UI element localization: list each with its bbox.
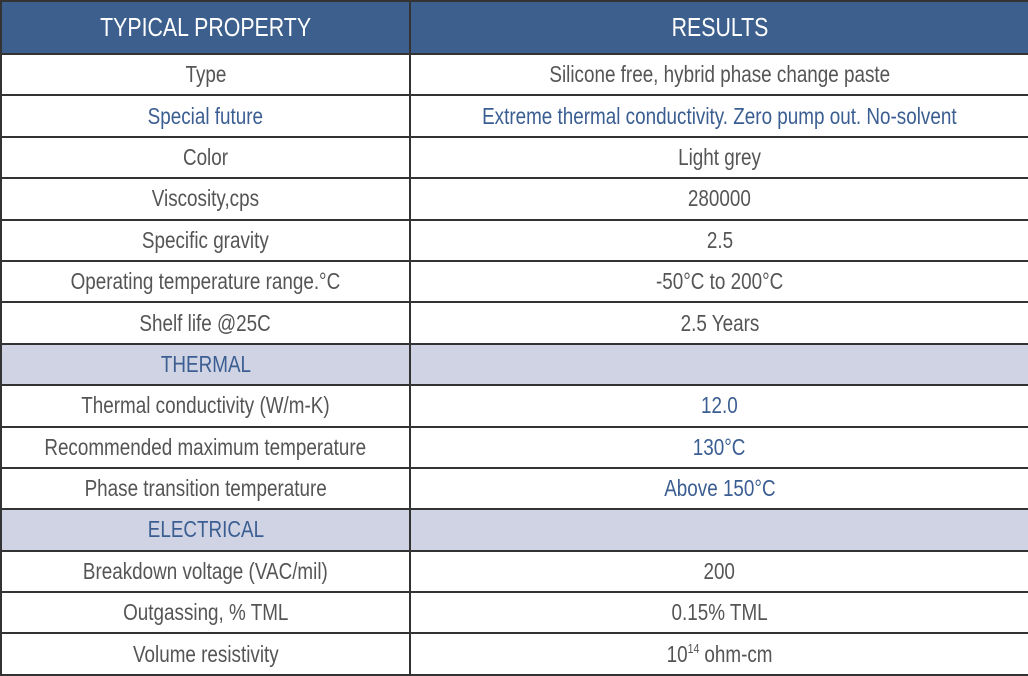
table-cell: Recommended maximum temperature <box>0 425 411 469</box>
table-cell: 1014 ohm-cm <box>409 632 1028 676</box>
cell-text: Phase transition temperature <box>84 475 327 502</box>
table-cell: Silicone free, hybrid phase change paste <box>409 52 1028 97</box>
table-row: Type Silicone free, hybrid phase change p… <box>0 52 1028 97</box>
table-cell: 2.5 <box>409 218 1028 262</box>
table-cell <box>409 342 1028 387</box>
table-cell: Specific gravity <box>0 218 411 262</box>
cell-text: 2.5 <box>706 226 733 253</box>
table-cell: Type <box>0 52 411 97</box>
table-cell: 0.15% TML <box>409 591 1028 635</box>
table-cell: Above 150°C <box>409 466 1028 511</box>
table-cell: THERMAL <box>0 342 411 387</box>
table-cell: 200 <box>409 549 1028 594</box>
cell-text: Color <box>182 143 229 170</box>
table-row: Volume resistivity 1014 ohm-cm <box>0 632 1028 676</box>
table-cell: Volume resistivity <box>0 632 411 676</box>
table-row: Outgassing, % TML 0.15% TML <box>0 591 1028 635</box>
header-text: RESULTS <box>671 12 768 42</box>
table-row: THERMAL <box>0 342 1028 387</box>
table-row: ELECTRICAL <box>0 508 1028 552</box>
cell-text: Viscosity,cps <box>151 185 260 212</box>
header-row: TYPICAL PROPERTY RESULTS <box>0 0 1028 55</box>
table-cell <box>409 508 1028 552</box>
table-cell: Phase transition temperature <box>0 466 411 511</box>
table-cell: ELECTRICAL <box>0 508 411 552</box>
table-cell: Light grey <box>409 135 1028 180</box>
table-row: Special future Extreme thermal conductivi… <box>0 94 1028 138</box>
cell-text: Type <box>185 61 226 88</box>
cell-text: 12.0 <box>701 392 738 419</box>
cell-text: Light grey <box>678 143 761 170</box>
table-cell: Special future <box>0 94 411 138</box>
cell-text: ELECTRICAL <box>147 516 264 543</box>
table-cell: Outgassing, % TML <box>0 591 411 635</box>
table-cell: 130°C <box>409 425 1028 469</box>
table-row: Phase transition temperature Above 150°C <box>0 466 1028 511</box>
table-cell: Extreme thermal conductivity. Zero pump … <box>409 94 1028 138</box>
table-row: Viscosity,cps 280000 <box>0 177 1028 221</box>
table-cell: 280000 <box>409 177 1028 221</box>
cell-text: 0.15% TML <box>671 599 768 626</box>
cell-text: Specific gravity <box>142 226 269 253</box>
cell-text: 1014 ohm-cm <box>667 641 773 668</box>
cell-text: Shelf life @25C <box>139 309 272 336</box>
table-row: Shelf life @25C 2.5 Years <box>0 301 1028 345</box>
exponent: 14 <box>687 640 700 656</box>
unit: ohm-cm <box>704 640 773 667</box>
cell-text: Recommended maximum temperature <box>44 433 367 460</box>
cell-text: 2.5 Years <box>680 309 759 336</box>
cell-text: Thermal conductivity (W/m-K) <box>81 392 330 419</box>
cell-text: Above 150°C <box>663 475 776 502</box>
table-cell: 2.5 Years <box>409 301 1028 345</box>
cell-text: THERMAL <box>160 350 251 377</box>
table-row: Recommended maximum temperature 130°C <box>0 425 1028 469</box>
cell-text: Breakdown voltage (VAC/mil) <box>83 557 328 584</box>
table-cell: Color <box>0 135 411 180</box>
table-cell: Operating temperature range.°C <box>0 259 411 304</box>
base: 10 <box>666 640 688 667</box>
table-cell: Shelf life @25C <box>0 301 411 345</box>
cell-text: 200 <box>703 557 736 584</box>
table-cell: -50°C to 200°C <box>409 259 1028 304</box>
table-row: Specific gravity 2.5 <box>0 218 1028 262</box>
header-cell: TYPICAL PROPERTY <box>0 0 411 55</box>
table-row: Color Light grey <box>0 135 1028 180</box>
cell-text: Operating temperature range.°C <box>70 268 341 295</box>
table-row: Thermal conductivity (W/m-K) 12.0 <box>0 384 1028 428</box>
cell-text: -50°C to 200°C <box>655 268 784 295</box>
table-row: Operating temperature range.°C -50°C to 2… <box>0 259 1028 304</box>
cell-text: Volume resistivity <box>132 640 279 667</box>
table-cell: 12.0 <box>409 384 1028 428</box>
table-row: Breakdown voltage (VAC/mil) 200 <box>0 549 1028 594</box>
header-text: TYPICAL PROPERTY <box>100 12 311 42</box>
cell-text: 280000 <box>688 185 751 212</box>
table-cell: Breakdown voltage (VAC/mil) <box>0 549 411 594</box>
table-cell: Viscosity,cps <box>0 177 411 221</box>
cell-text: Special future <box>147 102 264 129</box>
cell-text: Silicone free, hybrid phase change paste <box>549 61 890 88</box>
table-cell: Thermal conductivity (W/m-K) <box>0 384 411 428</box>
cell-text: 130°C <box>693 433 746 460</box>
cell-text: Outgassing, % TML <box>122 599 289 626</box>
cell-text: Extreme thermal conductivity. Zero pump … <box>482 102 957 129</box>
header-cell: RESULTS <box>409 0 1028 55</box>
